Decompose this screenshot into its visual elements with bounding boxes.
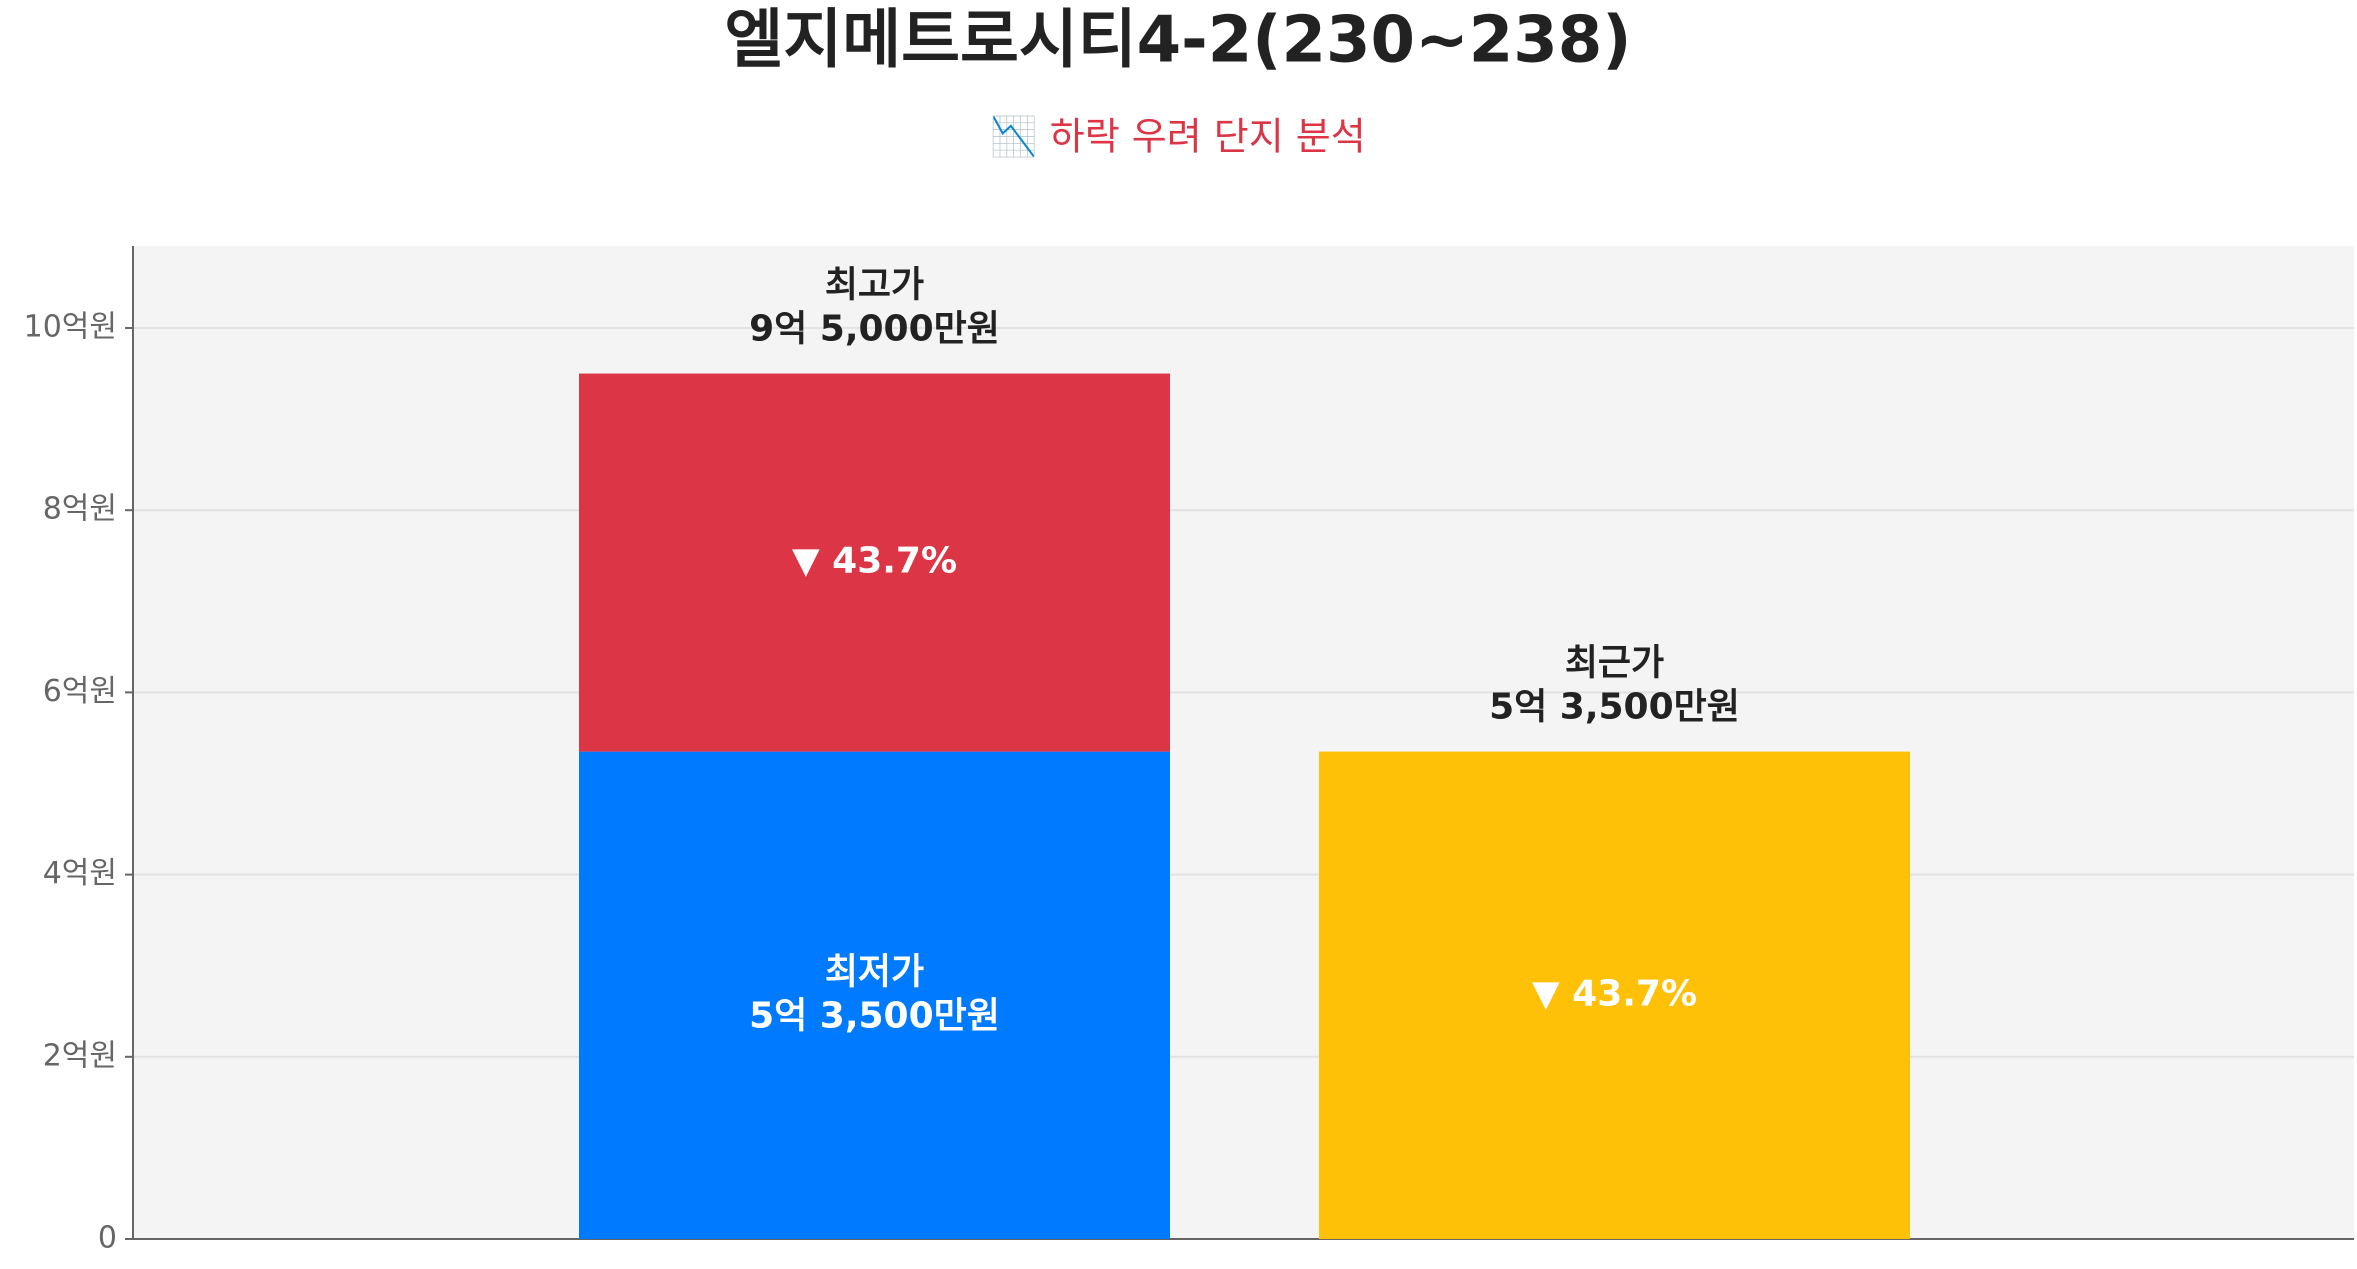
change-label: ▼ 43.7% (792, 541, 957, 582)
y-tick-label: 8억원 (43, 492, 117, 527)
plot-area (133, 246, 2354, 1239)
low-bar (579, 751, 1170, 1239)
y-tick-label: 2억원 (43, 1038, 117, 1073)
bar-label: 최근가 (1565, 643, 1664, 684)
y-tick-label: 6억원 (43, 674, 117, 709)
y-tick-label: 4억원 (43, 856, 117, 891)
bar-value-label: 5억 3,500만원 (1489, 687, 1740, 728)
bar-label: 최저가 (825, 951, 924, 992)
range-bar (579, 373, 1170, 752)
y-tick-label: 10억원 (24, 309, 117, 344)
chart-subtitle: 📉 하락 우려 단지 분석 (990, 115, 1365, 159)
bar-value-label: 5억 3,500만원 (749, 995, 1000, 1036)
recent-bar (1319, 751, 1910, 1239)
bar-label: 최고가 (825, 265, 924, 306)
y-tick-label: 0 (98, 1221, 117, 1256)
chart-title: 엘지메트로시티4-2(230~238) (724, 4, 1631, 78)
change-label: ▼ 43.7% (1532, 973, 1697, 1014)
bar-value-label: 9억 5,000만원 (749, 309, 1000, 350)
